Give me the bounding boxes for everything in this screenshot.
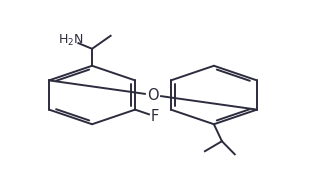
Text: F: F: [150, 109, 159, 124]
Text: O: O: [147, 88, 159, 102]
Text: H$_2$N: H$_2$N: [58, 33, 84, 48]
